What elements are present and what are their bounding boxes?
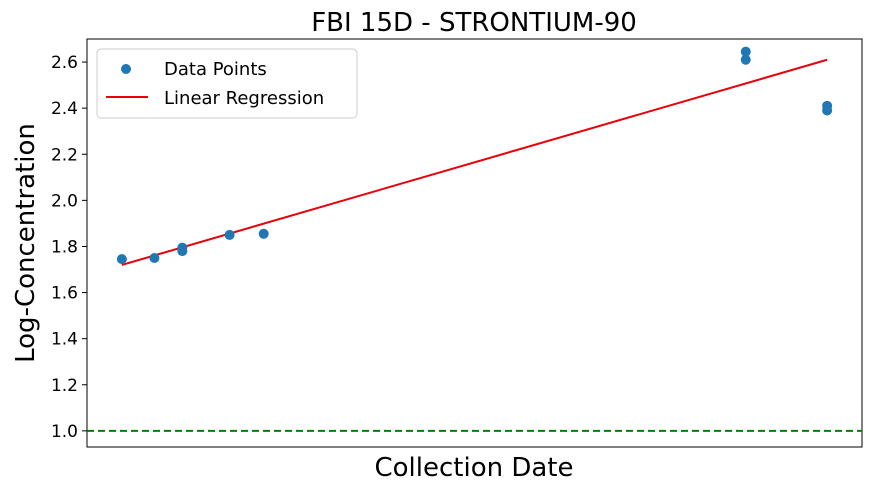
- legend-label-regression: Linear Regression: [164, 88, 324, 109]
- y-tick-label: 2.4: [51, 99, 78, 119]
- regression-layer: [121, 58, 828, 266]
- data-point: [258, 228, 269, 239]
- y-tick-label: 2.0: [51, 191, 78, 211]
- data-point: [177, 246, 188, 257]
- data-point: [740, 54, 751, 65]
- y-tick-label: 2.6: [51, 53, 78, 73]
- data-point: [822, 105, 833, 116]
- legend-box: [96, 48, 358, 119]
- data-point: [740, 46, 751, 57]
- chart-title: FBI 15D - STRONTIUM-90: [311, 8, 637, 38]
- x-axis-title: Collection Date: [374, 453, 573, 483]
- y-tick-label: 1.4: [51, 330, 78, 350]
- data-point: [224, 229, 235, 240]
- y-axis-ticks: 1.0 1.2 1.4 1.6 1.8 2.0 2.2 2.4 2.6: [51, 53, 87, 442]
- legend-label-data-points: Data Points: [164, 59, 267, 80]
- legend-marker-data-points: [121, 64, 131, 74]
- y-tick-label: 1.6: [51, 284, 78, 304]
- legend: Data Points Linear Regression: [96, 48, 358, 119]
- y-tick-label: 1.8: [51, 237, 78, 257]
- regression-line: [121, 58, 828, 266]
- y-axis-title: Log-Concentration: [11, 123, 41, 363]
- y-tick-label: 1.0: [51, 422, 78, 442]
- points-layer: [116, 46, 833, 265]
- data-point: [149, 252, 160, 263]
- y-tick-label: 1.2: [51, 376, 78, 396]
- y-tick-label: 2.2: [51, 145, 78, 165]
- data-point: [116, 254, 127, 265]
